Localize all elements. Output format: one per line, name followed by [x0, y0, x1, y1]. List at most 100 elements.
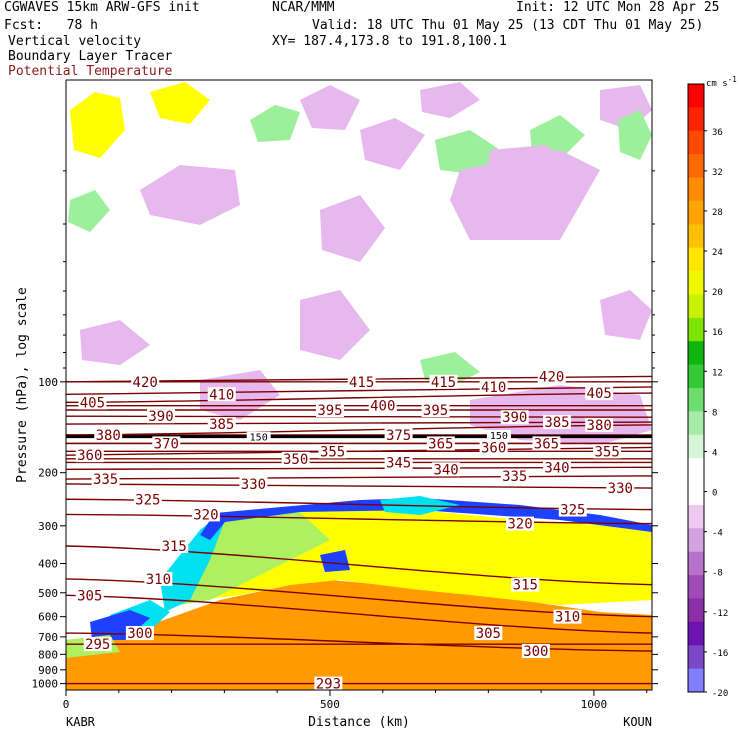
theta-label: 310	[555, 610, 580, 626]
y-tick-label: 800	[38, 648, 58, 661]
theta-label: 420	[133, 375, 158, 391]
colorbar-label: -16	[712, 649, 728, 659]
theta-label: 360	[481, 440, 506, 456]
y-tick-label: 600	[38, 611, 58, 624]
colorbar-label: 36	[712, 128, 723, 138]
y-tick-label: 500	[38, 587, 58, 600]
colorbar-swatch	[688, 458, 704, 482]
colorbar-swatch	[688, 411, 704, 436]
colorbar-swatch	[688, 224, 704, 248]
theta-contour-385	[66, 421, 652, 425]
colorbar-swatch	[688, 84, 704, 108]
header-init: Init: 12 UTC Mon 28 Apr 25	[516, 0, 720, 15]
field-vertical-velocity: Vertical velocity	[8, 34, 142, 49]
theta-label: 335	[502, 469, 527, 485]
boundary layer tracer (blue)	[90, 610, 150, 640]
theta-label: 335	[93, 472, 118, 488]
theta-contour-335	[66, 475, 652, 480]
colorbar-swatch	[688, 154, 704, 178]
boundary layer tracer (yellow)	[70, 92, 125, 158]
theta-label: 293	[316, 677, 341, 693]
theta-label: 305	[476, 626, 501, 642]
theta-label: 370	[154, 436, 179, 452]
header-model: CGWAVES 15km ARW-GFS init	[4, 0, 200, 15]
upward motion	[618, 110, 652, 160]
colorbar-label: 28	[712, 208, 723, 218]
downward motion	[420, 82, 480, 118]
tropopause-label: 150	[490, 431, 508, 442]
tropopause-label: 150	[250, 433, 268, 444]
theta-label: 360	[77, 448, 102, 464]
x-tick-label: 1000	[581, 698, 608, 711]
colorbar-label: 12	[712, 368, 723, 378]
colorbar-swatch	[688, 130, 704, 155]
downward motion	[360, 118, 425, 170]
colorbar-swatch	[688, 528, 704, 552]
colorbar-swatch	[688, 434, 704, 459]
colorbar-swatch	[688, 621, 704, 646]
plot-area: 293 295 300 300 305 305 310 310 315 315 320 320 325 3…	[66, 82, 652, 693]
downward motion	[80, 320, 150, 365]
theta-label: 385	[209, 417, 234, 433]
header-xy: XY= 187.4,173.8 to 191.8,100.1	[272, 34, 507, 49]
field-potential-temperature: Potential Temperature	[8, 64, 173, 79]
colorbar-swatch	[688, 341, 704, 365]
theta-label: 295	[85, 637, 110, 653]
theta-label: 315	[513, 578, 538, 594]
colorbar-swatch	[688, 388, 704, 412]
y-tick-label: 700	[38, 631, 58, 644]
boundary layer tracer (blue)	[320, 550, 350, 572]
colorbar-unit: cm s-1	[706, 75, 737, 89]
downward motion	[300, 85, 360, 130]
colorbar-swatch	[688, 200, 704, 225]
theta-label: 385	[544, 415, 569, 431]
theta-label: 300	[127, 626, 152, 642]
theta-contour-340	[66, 466, 652, 471]
theta-label: 355	[320, 444, 345, 460]
theta-label: 365	[428, 436, 453, 452]
theta-contour-315	[66, 545, 652, 586]
theta-contour-360	[66, 446, 652, 456]
theta-label: 395	[317, 403, 342, 419]
theta-label: 410	[209, 387, 234, 403]
theta-label: 380	[587, 418, 612, 434]
colorbar-label: 4	[712, 448, 717, 458]
y-tick-label: 100	[38, 376, 58, 389]
plot-frame	[65, 79, 653, 691]
colorbar-swatch	[688, 364, 704, 389]
theta-label: 305	[77, 588, 102, 604]
colorbar-label: -12	[712, 609, 728, 619]
x-start-label: KABR	[66, 715, 96, 729]
colorbar-swatch	[688, 177, 704, 202]
theta-label: 390	[148, 409, 173, 425]
theta-contour-390	[66, 415, 652, 418]
downward motion	[600, 290, 652, 340]
theta-contour-305	[66, 594, 652, 634]
theta-label: 405	[587, 386, 612, 402]
colorbar-label: -20	[712, 689, 728, 699]
theta-label: 380	[96, 428, 121, 444]
colorbar-label: 20	[712, 288, 723, 298]
theta-contour-410	[66, 386, 652, 395]
boundary layer tracer (orange)	[66, 580, 652, 690]
colorbar-swatch	[688, 551, 704, 576]
y-tick-label: 300	[38, 520, 58, 533]
theta-label: 420	[539, 369, 564, 385]
y-tick-label: 400	[38, 558, 58, 571]
colorbar-swatch	[688, 598, 704, 623]
colorbar-swatch	[688, 247, 704, 272]
downward motion	[140, 165, 240, 225]
header-org: NCAR/MMM	[272, 0, 335, 15]
y-tick-label: 1000	[32, 678, 59, 691]
theta-label: 300	[523, 644, 548, 660]
x-tick-label: 0	[63, 698, 70, 711]
header-fcst: Fcst: 78 h	[4, 18, 98, 33]
colorbar-label: 32	[712, 168, 723, 178]
colorbar-swatch	[688, 481, 704, 506]
y-tick-label: 900	[38, 664, 58, 677]
downward motion	[300, 290, 370, 360]
theta-contour-405	[66, 392, 652, 404]
theta-label: 350	[283, 452, 308, 468]
downward motion	[320, 195, 385, 262]
